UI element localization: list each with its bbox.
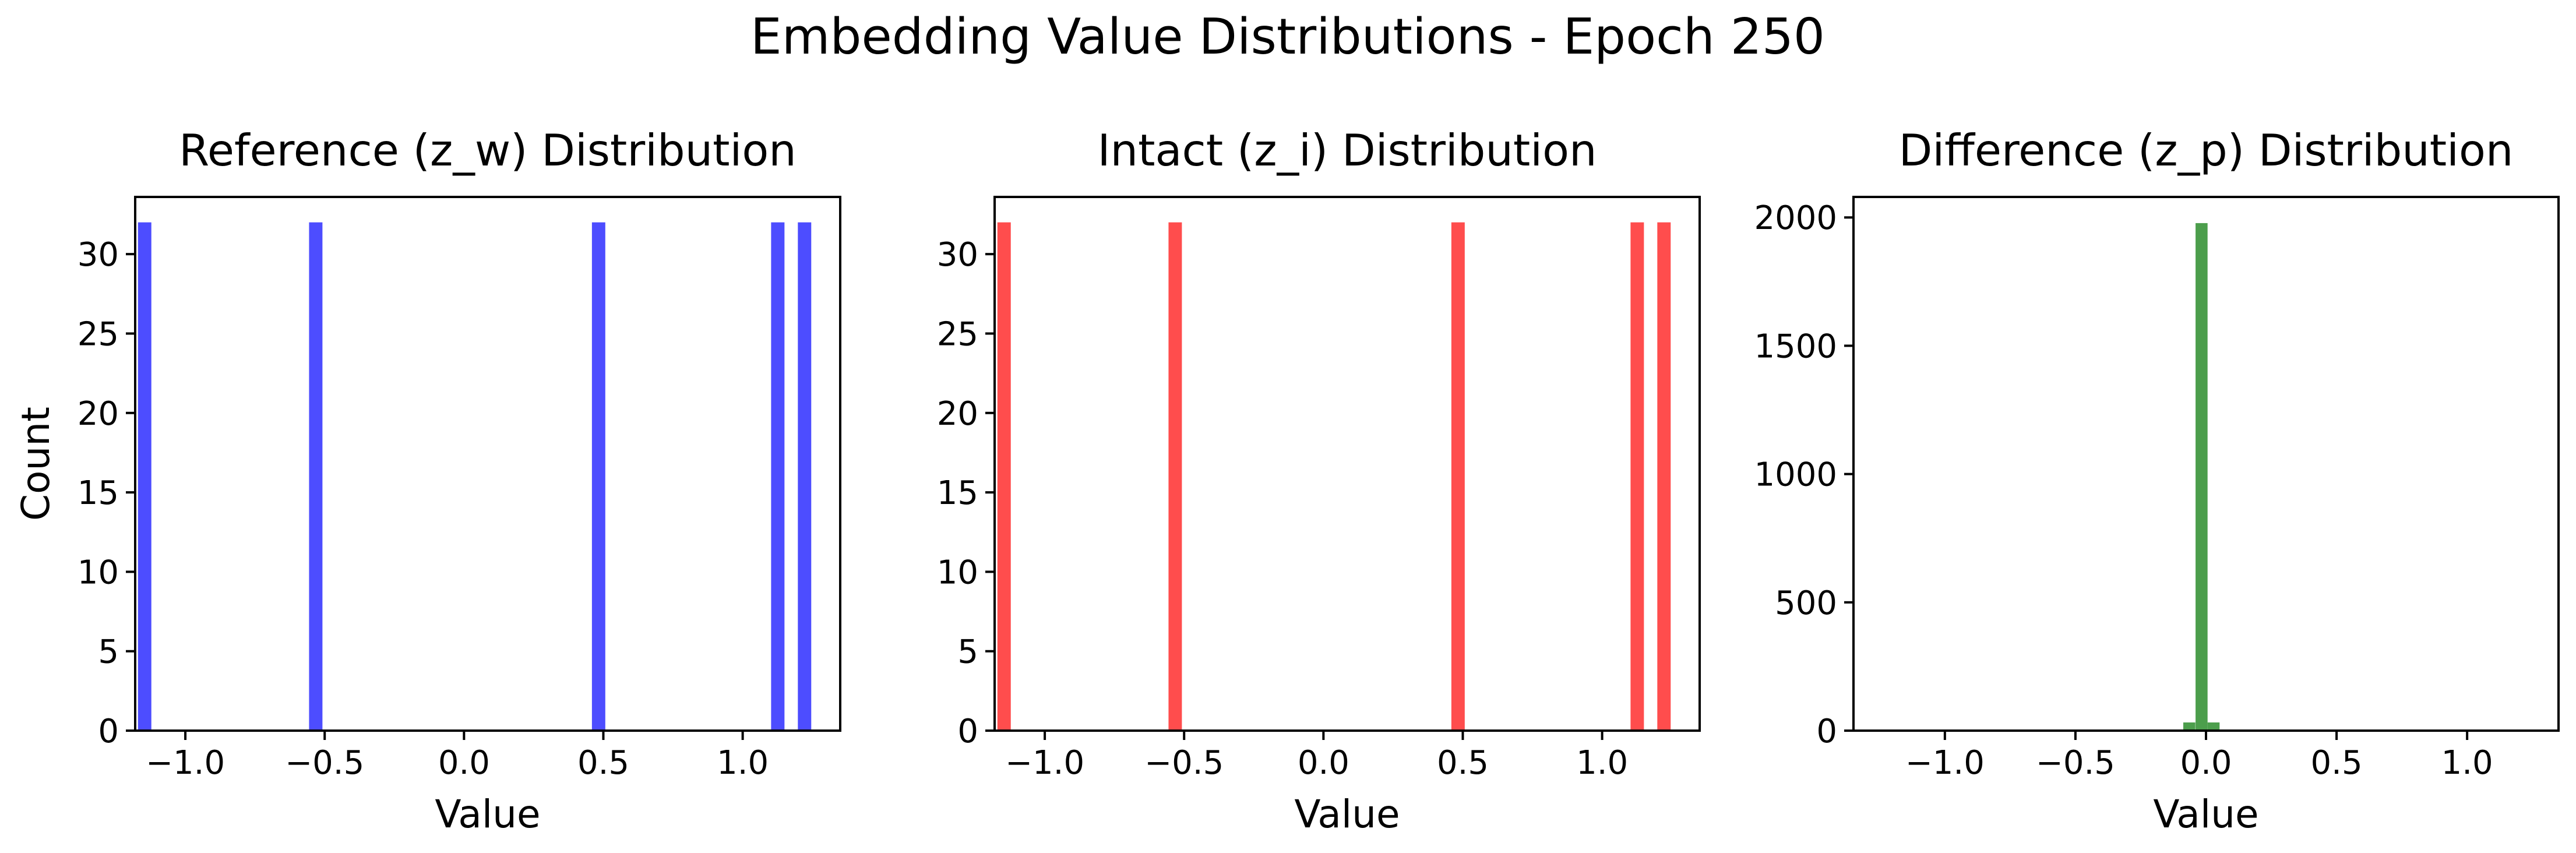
intact-panel: −1.0 −0.5 0.0 0.5 1.0 0 5 10 15 20 25 30 Intact (z_i… [937, 125, 1701, 837]
intact-xtick-label-3: 0.5 [1437, 744, 1489, 782]
difference-xtick-label-3: 0.5 [2311, 744, 2363, 782]
intact-bar-3 [1630, 222, 1644, 731]
reference-ytick-label-6: 30 [77, 236, 119, 274]
difference-panel: −1.0 −0.5 0.0 0.5 1.0 0 500 1000 1500 2000 Differe… [1754, 125, 2560, 837]
difference-ytick-label-1: 500 [1775, 584, 1837, 622]
intact-ytick-label-0: 0 [957, 713, 978, 750]
difference-ytick-label-3: 1500 [1754, 327, 1837, 365]
difference-xtick-label-1: −0.5 [2036, 744, 2115, 782]
intact-bar-0 [997, 222, 1011, 731]
figure-suptitle: Embedding Value Distributions - Epoch 25… [750, 8, 1825, 66]
reference-title: Reference (z_w) Distribution [179, 125, 797, 176]
difference-title: Difference (z_p) Distribution [1899, 125, 2514, 176]
intact-xtick-label-1: −0.5 [1144, 744, 1224, 782]
intact-ytick-label-2: 10 [937, 554, 978, 591]
intact-bar-4 [1657, 222, 1671, 731]
reference-axes-frame [134, 196, 841, 732]
reference-xtick-label-4: 1.0 [717, 744, 769, 782]
difference-xtick-label-2: 0.0 [2180, 744, 2232, 782]
intact-xtick-label-0: −1.0 [1005, 744, 1084, 782]
reference-bar-3 [771, 222, 785, 731]
reference-ytick-label-1: 5 [98, 633, 119, 671]
reference-bar-2 [591, 222, 605, 731]
intact-ytick-label-3: 15 [937, 474, 978, 512]
intact-ytick-label-4: 20 [937, 395, 978, 433]
panels: −1.0 −0.5 0.0 0.5 1.0 0 5 10 15 20 25 30 Reference (… [13, 125, 2560, 837]
reference-bar-4 [798, 222, 812, 731]
reference-bar-0 [138, 222, 151, 731]
intact-ytick-label-5: 25 [937, 315, 978, 353]
intact-xlabel: Value [1294, 792, 1400, 837]
reference-ytick-label-0: 0 [98, 713, 119, 750]
reference-ytick-label-2: 10 [77, 554, 119, 591]
reference-ytick-label-3: 15 [77, 474, 119, 512]
intact-axes-frame [993, 196, 1701, 732]
reference-xtick-label-3: 0.5 [577, 744, 629, 782]
difference-ytick-label-2: 1000 [1754, 456, 1837, 494]
difference-ytick-label-0: 0 [1816, 713, 1837, 750]
intact-bar-2 [1451, 222, 1465, 731]
intact-bar-1 [1168, 222, 1182, 731]
difference-bar-0 [2183, 722, 2196, 731]
difference-bar-2 [2207, 722, 2220, 731]
reference-ytick-label-5: 25 [77, 315, 119, 353]
reference-panel: −1.0 −0.5 0.0 0.5 1.0 0 5 10 15 20 25 30 Reference (… [13, 125, 841, 837]
reference-ylabel: Count [13, 407, 58, 521]
difference-xtick-label-4: 1.0 [2441, 744, 2493, 782]
intact-xtick-label-4: 1.0 [1576, 744, 1628, 782]
difference-bar-1 [2196, 223, 2208, 731]
reference-ytick-label-4: 20 [77, 395, 119, 433]
reference-xtick-label-0: −1.0 [146, 744, 225, 782]
difference-xtick-label-0: −1.0 [1905, 744, 1985, 782]
reference-xtick-label-1: −0.5 [285, 744, 364, 782]
intact-xtick-label-2: 0.0 [1298, 744, 1349, 782]
difference-xlabel: Value [2153, 792, 2258, 837]
reference-bar-1 [309, 222, 323, 731]
difference-ytick-label-4: 2000 [1754, 199, 1837, 237]
reference-xlabel: Value [435, 792, 540, 837]
reference-xtick-label-2: 0.0 [438, 744, 490, 782]
intact-title: Intact (z_i) Distribution [1097, 125, 1597, 176]
intact-ytick-label-6: 30 [937, 236, 978, 274]
intact-ytick-label-1: 5 [957, 633, 978, 671]
